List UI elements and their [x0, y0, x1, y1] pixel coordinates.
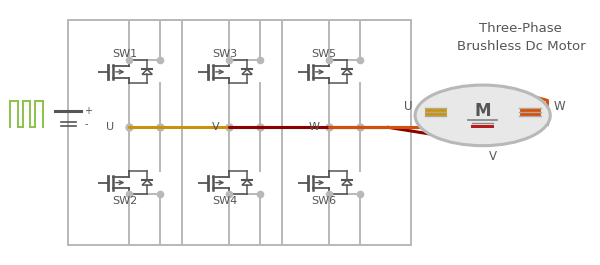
Text: -: - — [84, 119, 88, 129]
Text: +: + — [84, 106, 92, 116]
Text: SW4: SW4 — [212, 196, 237, 206]
Text: SW1: SW1 — [112, 48, 137, 59]
Text: U: U — [404, 100, 412, 113]
Text: SW3: SW3 — [212, 48, 237, 59]
Text: M: M — [475, 102, 491, 120]
Text: Three-Phase
Brushless Dc Motor: Three-Phase Brushless Dc Motor — [457, 22, 585, 53]
Text: U: U — [106, 122, 114, 132]
Circle shape — [415, 85, 550, 146]
Text: V: V — [212, 122, 220, 132]
Text: SW5: SW5 — [312, 48, 337, 59]
Bar — [68, 20, 411, 245]
Text: W: W — [553, 100, 565, 113]
Bar — [471, 125, 494, 128]
Text: W: W — [309, 122, 320, 132]
Text: V: V — [489, 151, 497, 164]
Text: SW2: SW2 — [112, 196, 137, 206]
Text: SW6: SW6 — [312, 196, 337, 206]
